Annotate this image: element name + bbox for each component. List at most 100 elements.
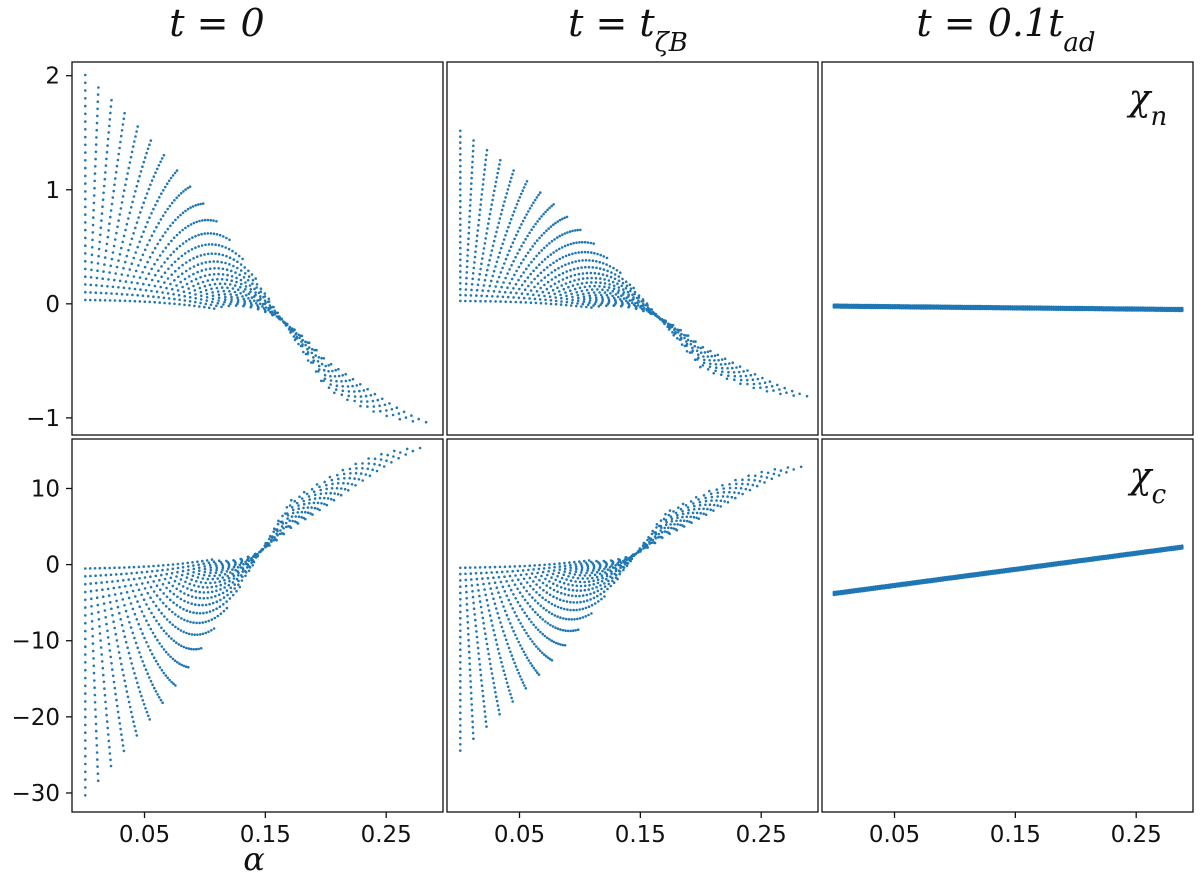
data-point: [552, 595, 555, 598]
data-point: [919, 581, 923, 585]
data-point: [459, 211, 462, 215]
data-point: [175, 247, 179, 250]
data-point: [127, 578, 130, 581]
data-point: [543, 276, 547, 279]
data-point: [676, 513, 679, 517]
data-point: [503, 590, 507, 593]
data-point: [709, 349, 712, 353]
data-point: [229, 586, 233, 590]
data-point: [512, 259, 515, 263]
data-point: [397, 412, 401, 415]
data-point: [244, 574, 247, 578]
data-point: [208, 574, 211, 577]
data-point: [211, 577, 215, 581]
data-point: [785, 471, 788, 474]
data-point: [106, 726, 109, 730]
data-point: [667, 323, 670, 327]
data-point: [173, 260, 177, 264]
data-point: [516, 668, 519, 672]
data-point: [128, 243, 132, 246]
data-point: [117, 259, 120, 262]
data-point: [1074, 308, 1077, 312]
data-point: [367, 457, 370, 460]
data-point: [297, 504, 300, 507]
data-point: [147, 283, 151, 287]
data-point: [154, 604, 158, 608]
data-point: [798, 392, 801, 396]
data-point: [151, 631, 155, 635]
data-point: [94, 574, 97, 577]
data-point: [351, 377, 355, 381]
data-point: [108, 124, 111, 128]
data-point: [513, 273, 516, 277]
data-point: [166, 277, 170, 280]
data-point: [115, 292, 118, 296]
data-point: [610, 572, 613, 576]
data-point: [575, 608, 578, 612]
data-point: [505, 192, 509, 195]
data-point: [467, 633, 470, 636]
data-point: [272, 530, 276, 533]
data-point: [980, 307, 984, 311]
data-point: [586, 241, 590, 244]
data-point: [84, 739, 87, 742]
data-point: [221, 576, 224, 579]
data-point: [186, 601, 190, 604]
data-point: [492, 629, 495, 632]
data-point: [459, 135, 462, 138]
data-point: [569, 629, 572, 633]
data-point: [575, 589, 579, 592]
data-point: [216, 577, 219, 580]
data-point: [92, 201, 96, 205]
data-point: [497, 591, 500, 594]
data-point: [172, 236, 176, 240]
data-point: [481, 183, 485, 186]
data-point: [467, 638, 470, 642]
data-point: [187, 275, 191, 278]
data-point: [158, 196, 161, 199]
data-point: [459, 642, 462, 645]
data-point: [575, 601, 579, 604]
data-point: [186, 572, 190, 575]
data-point: [520, 292, 524, 296]
y-tick-label: −1: [26, 406, 60, 432]
data-point: [730, 495, 734, 499]
data-point: [141, 271, 144, 274]
data-point: [185, 609, 189, 612]
data-point: [501, 295, 505, 299]
data-point: [136, 125, 139, 128]
data-point: [733, 378, 736, 382]
data-point: [770, 384, 774, 388]
data-point: [660, 531, 664, 534]
data-point: [532, 623, 535, 627]
data-point: [603, 567, 606, 571]
data-point: [218, 605, 222, 608]
data-point: [841, 305, 845, 309]
data-point: [847, 306, 851, 309]
data-point: [165, 586, 168, 590]
data-point: [542, 588, 545, 592]
data-point: [509, 603, 512, 606]
data-point: [131, 667, 135, 670]
data-point: [90, 253, 94, 257]
data-point: [115, 265, 119, 269]
data-point: [104, 700, 107, 704]
data-point: [523, 598, 527, 602]
data-point: [94, 581, 98, 585]
data-point: [569, 579, 573, 582]
data-point: [606, 587, 609, 591]
data-point: [459, 686, 462, 689]
data-point: [187, 224, 190, 228]
data-point: [153, 635, 157, 638]
data-point: [691, 346, 694, 350]
data-point: [667, 526, 670, 530]
data-point: [84, 590, 87, 594]
data-point: [545, 636, 549, 640]
data-point: [575, 291, 579, 294]
data-point: [237, 574, 240, 577]
data-point: [172, 592, 176, 596]
data-point: [179, 213, 182, 217]
data-point: [492, 269, 496, 273]
data-point: [119, 727, 122, 731]
